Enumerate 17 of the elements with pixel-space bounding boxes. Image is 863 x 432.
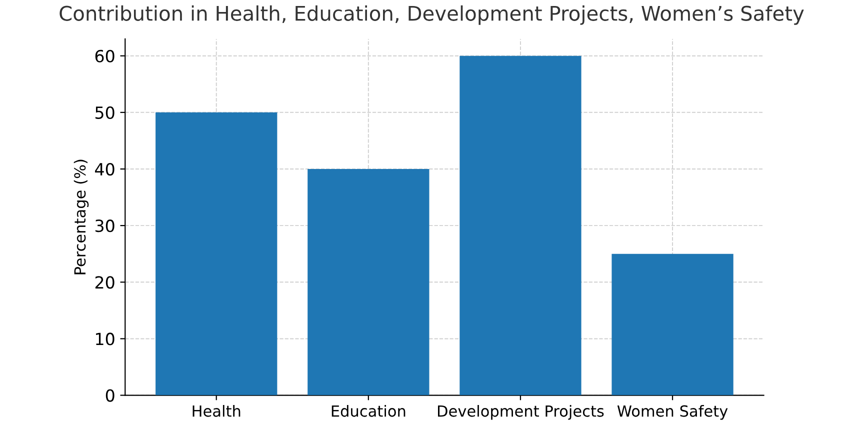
y-tick-label: 60 xyxy=(95,50,114,62)
x-tick-label: Development Projects xyxy=(438,405,604,420)
bar xyxy=(460,56,582,396)
x-tick-label: Women Safety xyxy=(617,405,728,420)
bar xyxy=(156,112,278,396)
x-tick-label: Health xyxy=(192,405,240,417)
y-tick-label: 20 xyxy=(95,276,114,289)
bar xyxy=(612,254,734,396)
bar xyxy=(308,168,430,396)
y-tick-label: 50 xyxy=(95,106,114,119)
chart-title: Contribution in Health, Education, Development Projects, Women’s Safety xyxy=(60,5,804,25)
y-tick-label: 10 xyxy=(96,332,114,346)
y-tick-label: 0 xyxy=(106,389,114,402)
x-tick-label: Education xyxy=(332,405,406,417)
y-tick-label: 30 xyxy=(95,220,114,232)
y-axis-title: Percentage (%) xyxy=(74,160,89,274)
y-tick-label: 40 xyxy=(95,162,114,176)
